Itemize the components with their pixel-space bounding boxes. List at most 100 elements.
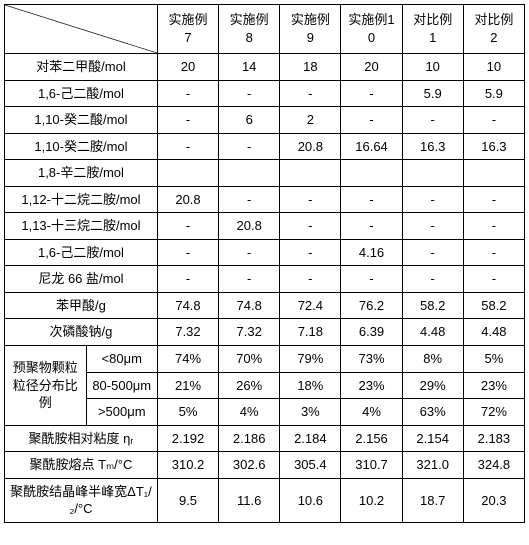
sub-label: 80-500μm: [86, 372, 157, 399]
data-cell: 11.6: [219, 478, 280, 522]
data-cell: 16.3: [402, 133, 463, 160]
data-cell: -: [280, 266, 341, 293]
data-cell: 2.184: [280, 425, 341, 452]
data-cell: 6: [219, 107, 280, 134]
data-cell: 74.8: [219, 292, 280, 319]
data-cell: 18.7: [402, 478, 463, 522]
table-row: 1,10-癸二酸/mol-62---: [5, 107, 525, 134]
data-cell: 26%: [219, 372, 280, 399]
data-cell: -: [402, 107, 463, 134]
data-cell: 72.4: [280, 292, 341, 319]
data-cell: 74%: [157, 346, 218, 373]
data-cell: 73%: [341, 346, 402, 373]
table-row: 1,8-辛二胺/mol: [5, 160, 525, 187]
data-cell: [341, 160, 402, 187]
data-cell: 7.32: [219, 319, 280, 346]
row-label: 尼龙 66 盐/mol: [5, 266, 158, 293]
data-cell: 20: [341, 54, 402, 81]
column-header: 对比例1: [402, 5, 463, 54]
data-cell: -: [219, 80, 280, 107]
data-cell: 20.8: [219, 213, 280, 240]
data-cell: -: [280, 80, 341, 107]
data-cell: 20: [157, 54, 218, 81]
column-header: 对比例2: [463, 5, 524, 54]
data-cell: 16.3: [463, 133, 524, 160]
table-row: 聚酰胺结晶峰半峰宽ΔT₁/₂/°C9.511.610.610.218.720.3: [5, 478, 525, 522]
column-header: 实施例8: [219, 5, 280, 54]
data-cell: -: [341, 186, 402, 213]
data-cell: 4.48: [463, 319, 524, 346]
row-label: 1,10-癸二酸/mol: [5, 107, 158, 134]
data-cell: 9.5: [157, 478, 218, 522]
data-cell: 7.18: [280, 319, 341, 346]
data-cell: 5%: [463, 346, 524, 373]
data-cell: [463, 160, 524, 187]
data-cell: [157, 160, 218, 187]
table-row: 聚酰胺相对粘度 ηᵣ2.1922.1862.1842.1562.1542.183: [5, 425, 525, 452]
table-row: 1,10-癸二胺/mol--20.816.6416.316.3: [5, 133, 525, 160]
header-blank: [5, 5, 158, 54]
row-label: 1,12-十二烷二胺/mol: [5, 186, 158, 213]
data-cell: 4%: [219, 399, 280, 426]
data-cell: 14: [219, 54, 280, 81]
table-row: 1,6-己二酸/mol----5.95.9: [5, 80, 525, 107]
data-cell: -: [219, 186, 280, 213]
row-label: 1,13-十三烷二胺/mol: [5, 213, 158, 240]
data-cell: -: [341, 107, 402, 134]
data-cell: 5%: [157, 399, 218, 426]
data-cell: 310.7: [341, 452, 402, 479]
data-cell: 305.4: [280, 452, 341, 479]
data-cell: 79%: [280, 346, 341, 373]
data-cell: -: [402, 213, 463, 240]
data-cell: -: [341, 213, 402, 240]
data-cell: -: [463, 107, 524, 134]
sub-label: <80μm: [86, 346, 157, 373]
table-row: 1,6-己二胺/mol---4.16--: [5, 239, 525, 266]
data-cell: 10.2: [341, 478, 402, 522]
table-row: 次磷酸钠/g7.327.327.186.394.484.48: [5, 319, 525, 346]
data-cell: -: [157, 107, 218, 134]
data-cell: -: [157, 239, 218, 266]
data-cell: -: [341, 266, 402, 293]
data-cell: 29%: [402, 372, 463, 399]
data-cell: -: [341, 80, 402, 107]
row-label: 1,10-癸二胺/mol: [5, 133, 158, 160]
data-cell: -: [280, 239, 341, 266]
column-header: 实施例7: [157, 5, 218, 54]
data-cell: 3%: [280, 399, 341, 426]
data-cell: 23%: [341, 372, 402, 399]
data-cell: 5.9: [402, 80, 463, 107]
row-label: 苯甲酸/g: [5, 292, 158, 319]
data-cell: 23%: [463, 372, 524, 399]
data-cell: 18: [280, 54, 341, 81]
group-label: 预聚物颗粒粒径分布比例: [5, 346, 87, 426]
table-row: 对苯二甲酸/mol201418201010: [5, 54, 525, 81]
row-label: 聚酰胺熔点 Tₘ/°C: [5, 452, 158, 479]
data-table: 实施例7实施例8实施例9实施例10对比例1对比例2对苯二甲酸/mol201418…: [4, 4, 525, 523]
data-cell: -: [157, 80, 218, 107]
table-row: 聚酰胺熔点 Tₘ/°C310.2302.6305.4310.7321.0324.…: [5, 452, 525, 479]
data-cell: 2.192: [157, 425, 218, 452]
table-row: 1,12-十二烷二胺/mol20.8-----: [5, 186, 525, 213]
data-cell: -: [463, 266, 524, 293]
data-cell: -: [402, 239, 463, 266]
data-cell: 20.8: [280, 133, 341, 160]
row-label: 聚酰胺相对粘度 ηᵣ: [5, 425, 158, 452]
data-cell: -: [402, 186, 463, 213]
data-cell: -: [463, 213, 524, 240]
data-cell: 21%: [157, 372, 218, 399]
data-cell: 4.16: [341, 239, 402, 266]
data-cell: 310.2: [157, 452, 218, 479]
data-cell: 302.6: [219, 452, 280, 479]
row-label: 1,8-辛二胺/mol: [5, 160, 158, 187]
header-row: 实施例7实施例8实施例9实施例10对比例1对比例2: [5, 5, 525, 54]
table-row: 1,13-十三烷二胺/mol-20.8----: [5, 213, 525, 240]
data-cell: [219, 160, 280, 187]
row-label: 对苯二甲酸/mol: [5, 54, 158, 81]
data-cell: -: [463, 186, 524, 213]
row-label: 次磷酸钠/g: [5, 319, 158, 346]
data-cell: 20.8: [157, 186, 218, 213]
data-cell: 2.156: [341, 425, 402, 452]
column-header: 实施例10: [341, 5, 402, 54]
data-cell: [402, 160, 463, 187]
